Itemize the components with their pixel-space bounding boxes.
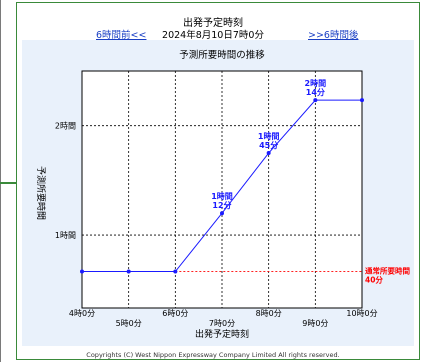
data-point (173, 269, 178, 274)
grid-layer (82, 71, 362, 308)
data-label: 1時間 (211, 191, 233, 201)
copyright-notice: Copyrights (C) West Nippon Expressway Co… (86, 351, 340, 359)
data-label: 1時間 (258, 131, 280, 141)
x-tick-label: 10時0分 (346, 309, 377, 318)
reference-label: 通常所要時間 (365, 266, 410, 276)
y-axis-label: 予測所要時間 (35, 166, 47, 220)
data-label: 45分 (259, 140, 278, 150)
data-point (220, 211, 224, 216)
x-tick-label: 9時0分 (302, 319, 328, 328)
x-tick-label: 5時0分 (116, 319, 142, 328)
data-point (360, 98, 364, 103)
x-tick-label: 4時0分 (69, 309, 95, 318)
frame-connector (0, 182, 17, 184)
data-point (266, 151, 271, 156)
header-date: 2024年8月10日7時0分 (162, 30, 264, 41)
data-label: 14分 (306, 87, 325, 97)
x-axis-label: 出発予定時刻 (195, 328, 249, 340)
window-edge (0, 0, 1, 362)
chart-title: 予測所要時間の推移 (179, 49, 265, 61)
x-tick-label: 8時0分 (256, 309, 282, 318)
x-tick-label: 7時0分 (209, 319, 235, 328)
tick-layer: 4時0分 5時0分 6時0分 7時0分 8時0分 9時0分 10時0分 1時間 2時間 (55, 122, 378, 328)
next-6h-link[interactable]: >>6時間後 (308, 30, 359, 41)
reference-label: 40分 (365, 275, 383, 285)
prev-6h-link[interactable]: 6時間前<< (96, 30, 147, 41)
data-label: 2時間 (305, 78, 327, 88)
data-point (126, 269, 131, 274)
header-title: 出発予定時刻 (183, 18, 243, 29)
x-tick-label: 6時0分 (162, 309, 188, 318)
data-label: 12分 (212, 200, 231, 210)
data-point (80, 269, 84, 274)
y-tick-label: 1時間 (55, 231, 76, 240)
y-tick-label: 2時間 (55, 122, 76, 131)
data-point (313, 98, 318, 103)
